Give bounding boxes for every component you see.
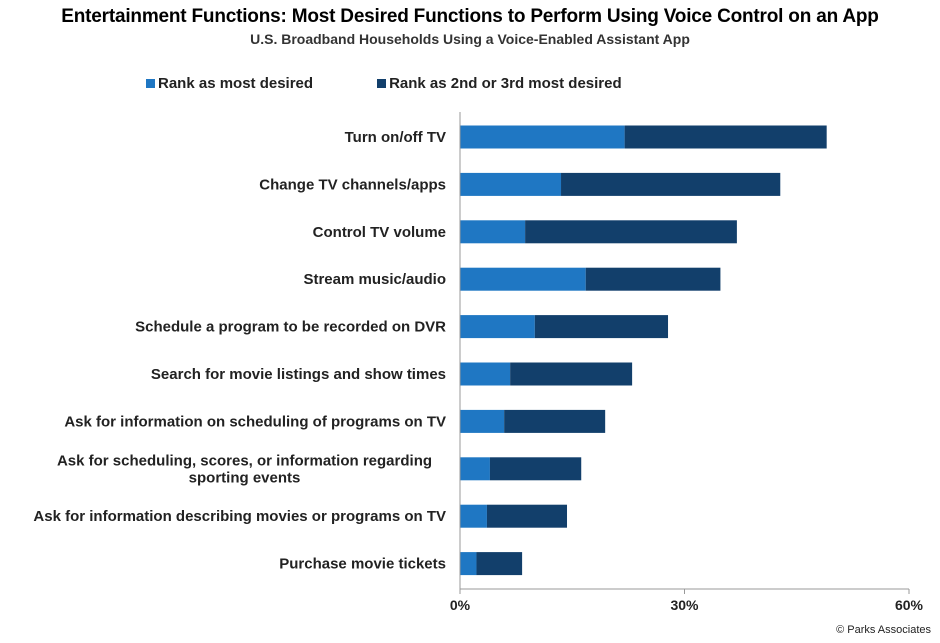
bar-most-desired-5 <box>460 362 511 386</box>
bar-second-third-9 <box>476 552 523 576</box>
category-label-0: Turn on/off TV <box>345 129 446 146</box>
x-axis: 0% 30% 60% <box>450 112 924 613</box>
category-label-7-line-1: sporting events <box>189 469 301 486</box>
x-tick-label-2: 60% <box>895 597 924 613</box>
legend-item-most-desired: Rank as most desired <box>146 75 313 92</box>
legend-swatch-most-desired <box>146 78 155 88</box>
category-label-1: Change TV channels/apps <box>259 176 446 193</box>
bar-second-third-1 <box>561 172 781 196</box>
bar-second-third-3 <box>585 267 721 291</box>
bar-most-desired-9 <box>460 552 477 576</box>
legend-label-second-third: Rank as 2nd or 3rd most desired <box>389 74 622 92</box>
category-label-8: Ask for information describing movies or… <box>33 508 446 525</box>
category-label-7: Ask for scheduling, scores, or informati… <box>57 452 432 486</box>
bar-most-desired-4 <box>460 315 535 339</box>
legend-swatch-second-third <box>377 78 387 88</box>
category-label-9: Purchase movie tickets <box>279 556 446 573</box>
category-labels: Turn on/off TV Change TV channels/apps Con… <box>33 129 446 573</box>
bar-most-desired-6 <box>460 409 505 433</box>
bar-second-third-4 <box>534 315 669 339</box>
category-label-5: Search for movie listings and show times <box>151 366 446 383</box>
legend-item-second-third: Rank as 2nd or 3rd most desired <box>377 75 622 92</box>
bar-second-third-8 <box>486 504 568 528</box>
chart-title: Entertainment Functions: Most Desired Fu… <box>61 6 879 27</box>
x-tick-label-1: 30% <box>670 597 699 613</box>
bar-second-third-5 <box>510 362 633 386</box>
bar-second-third-2 <box>525 220 737 244</box>
category-label-3: Stream music/audio <box>303 271 446 288</box>
bar-second-third-0 <box>624 125 827 149</box>
legend-label-most-desired: Rank as most desired <box>158 74 314 92</box>
bar-most-desired-2 <box>460 220 526 244</box>
bar-most-desired-8 <box>460 504 487 528</box>
legend: Rank as most desired Rank as 2nd or 3rd … <box>146 73 622 93</box>
bar-most-desired-7 <box>460 457 490 481</box>
bar-most-desired-1 <box>460 172 562 196</box>
x-tick-label-0: 0% <box>450 597 471 613</box>
category-label-7-line-0: Ask for scheduling, scores, or informati… <box>57 452 432 469</box>
category-label-6: Ask for information on scheduling of pro… <box>64 413 446 430</box>
bar-most-desired-0 <box>460 125 625 149</box>
category-label-2: Control TV volume <box>313 224 446 241</box>
bars-layer <box>460 125 827 576</box>
category-label-4: Schedule a program to be recorded on DVR <box>135 319 446 336</box>
chart-subtitle: U.S. Broadband Households Using a Voice-… <box>250 31 690 47</box>
source-note: © Parks Associates <box>836 624 931 636</box>
bar-second-third-6 <box>504 409 606 433</box>
bar-most-desired-3 <box>460 267 586 291</box>
bar-second-third-7 <box>489 457 582 481</box>
